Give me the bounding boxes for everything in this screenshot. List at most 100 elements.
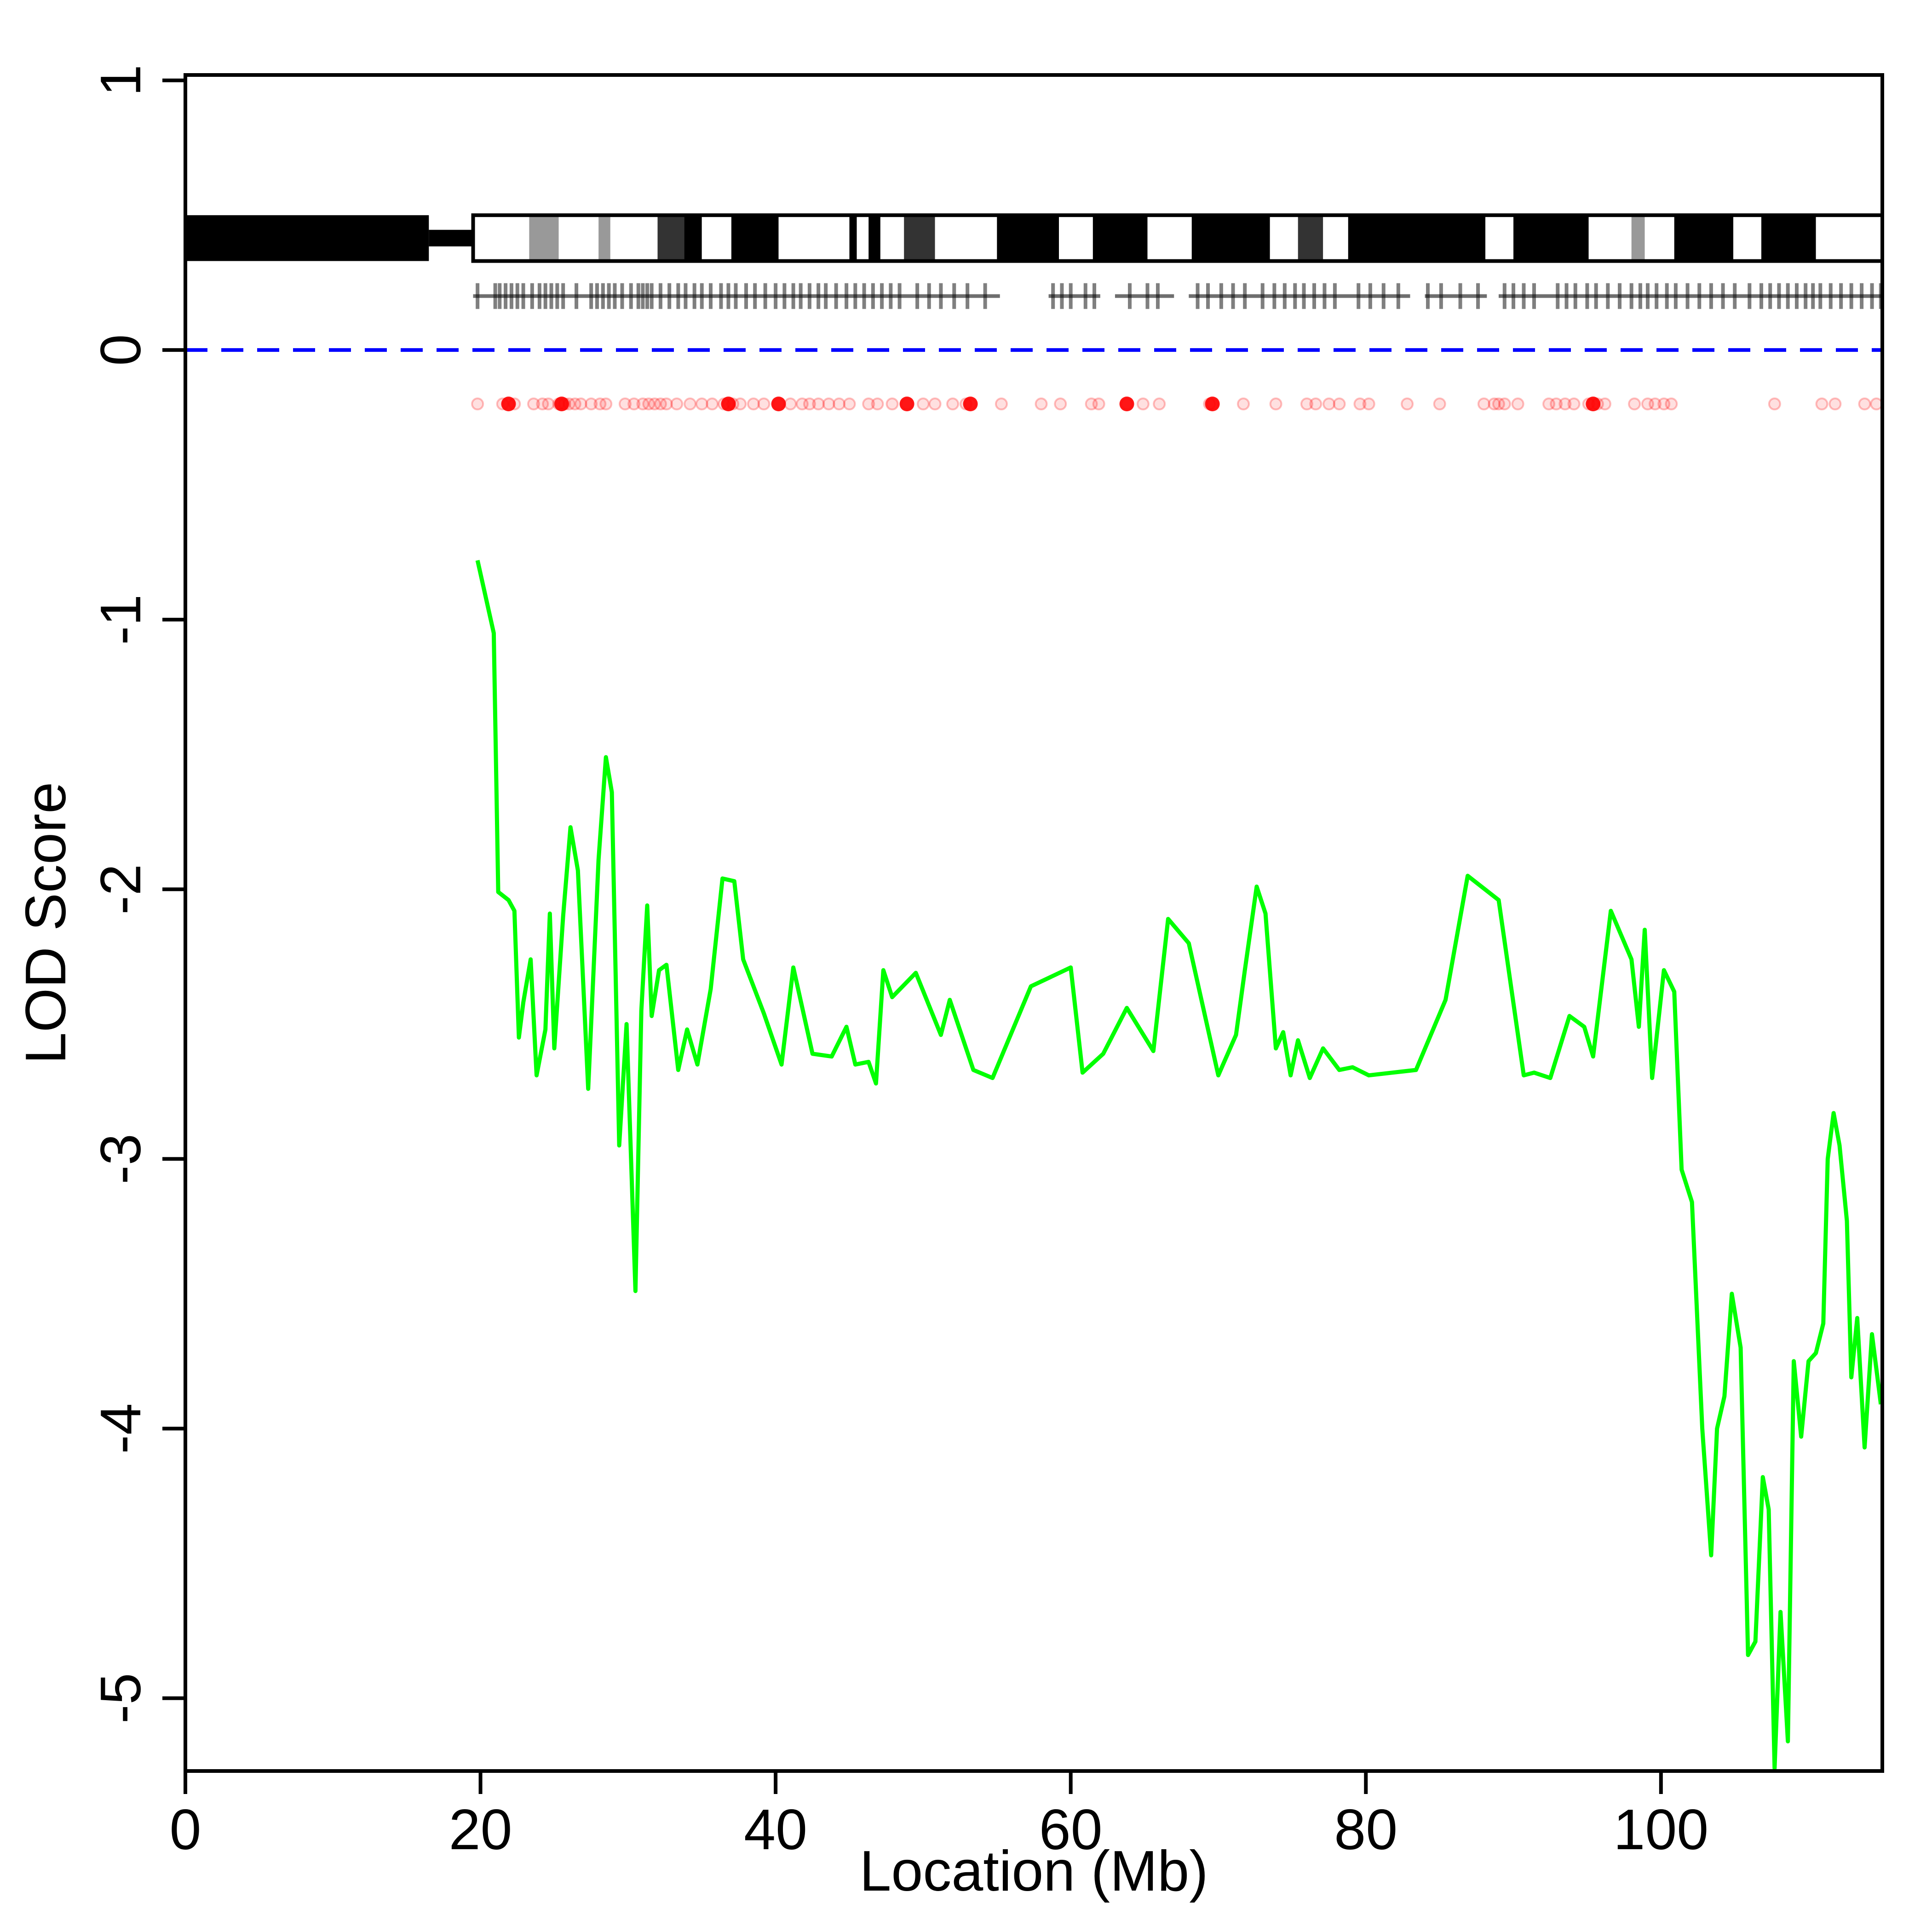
marker-point	[1300, 397, 1313, 411]
marker-point	[843, 397, 856, 411]
marker-point	[757, 397, 770, 411]
marker-point	[812, 397, 825, 411]
marker-point	[654, 397, 667, 411]
marker-point	[1269, 397, 1282, 411]
chromosome-band	[849, 215, 857, 261]
y-tick-label: 0	[89, 334, 153, 366]
marker-point-dense	[1205, 397, 1220, 412]
marker-point	[695, 397, 708, 411]
chromosome-band	[1191, 215, 1270, 261]
marker-point-dense	[963, 397, 978, 412]
marker-point	[648, 397, 661, 411]
chromosome-band	[1816, 215, 1882, 261]
y-tick-label: -1	[89, 594, 153, 645]
chromosome-band	[778, 215, 850, 261]
chromosome-band	[684, 215, 702, 261]
marker-point	[636, 397, 650, 411]
chromosome-band	[731, 215, 779, 261]
marker-track	[471, 397, 1883, 412]
chromosome-band	[904, 215, 935, 261]
marker-point	[1309, 397, 1322, 411]
chromosome-band	[610, 215, 658, 261]
marker-point	[471, 397, 484, 411]
marker-point	[928, 397, 942, 411]
marker-point	[627, 397, 641, 411]
marker-point	[862, 397, 875, 411]
marker-point	[822, 397, 835, 411]
chromosome-band	[1298, 215, 1323, 261]
marker-point	[916, 397, 930, 411]
chromosome-band	[997, 215, 1059, 261]
marker-point-dense	[501, 397, 516, 412]
y-tick-label: -2	[89, 864, 153, 914]
marker-point	[1085, 397, 1098, 411]
marker-point	[1550, 397, 1563, 411]
marker-point	[1558, 397, 1572, 411]
x-tick-label: 80	[1334, 1798, 1397, 1862]
marker-point	[642, 397, 656, 411]
marker-point	[670, 397, 684, 411]
marker-point	[1641, 397, 1654, 411]
marker-point	[1870, 397, 1883, 411]
y-axis: -5 -4 -3 -2 -1 0 1	[89, 64, 187, 1724]
marker-point	[1858, 397, 1871, 411]
marker-point	[1511, 397, 1524, 411]
marker-point	[1333, 397, 1346, 411]
marker-point	[542, 397, 555, 411]
chromosome-band	[880, 215, 904, 261]
marker-point	[1092, 397, 1105, 411]
marker-point-dense	[1119, 397, 1134, 412]
y-axis-title: LOD Score	[14, 782, 78, 1064]
marker-point	[1362, 397, 1375, 411]
marker-point	[1598, 397, 1611, 411]
chromosome-band	[1059, 215, 1093, 261]
marker-point	[1477, 397, 1490, 411]
marker-point	[803, 397, 816, 411]
chromosome-band	[1485, 215, 1514, 261]
marker-point	[660, 397, 673, 411]
chromosome-band	[1147, 215, 1192, 261]
chromosome-band	[1644, 215, 1674, 261]
marker-point	[795, 397, 809, 411]
marker-point	[618, 397, 632, 411]
chromosome-band	[1588, 215, 1632, 261]
chromosome-band	[1270, 215, 1298, 261]
marker-point	[995, 397, 1008, 411]
marker-point	[1542, 397, 1556, 411]
marker-point	[946, 397, 960, 411]
marker-point	[684, 397, 697, 411]
marker-point-dense	[554, 397, 569, 412]
marker-point	[1237, 397, 1250, 411]
y-tick-label: -4	[89, 1403, 153, 1454]
marker-point	[1768, 397, 1781, 411]
chromosome-ideogram	[185, 213, 1884, 263]
marker-point-dense	[1586, 397, 1601, 412]
x-tick-label: 100	[1613, 1798, 1708, 1862]
marker-point	[734, 397, 747, 411]
chromosome-band	[1092, 215, 1148, 261]
marker-point	[1322, 397, 1336, 411]
marker-point	[747, 397, 760, 411]
gene-track	[473, 283, 1883, 309]
marker-point	[568, 397, 581, 411]
marker-point	[1657, 397, 1671, 411]
marker-point	[1628, 397, 1641, 411]
lod-score-line	[475, 560, 1883, 1771]
marker-point	[784, 397, 797, 411]
x-tick-label: 60	[1039, 1798, 1103, 1862]
chromosome-band	[1631, 215, 1645, 261]
marker-point-dense	[899, 397, 914, 412]
x-axis-title: Location (Mb)	[859, 1840, 1208, 1903]
marker-point	[1665, 397, 1678, 411]
marker-point	[1401, 397, 1414, 411]
chromosome-band	[935, 215, 997, 261]
x-tick-label: 20	[449, 1798, 512, 1862]
marker-point	[1136, 397, 1150, 411]
marker-point	[1648, 397, 1662, 411]
x-tick-label: 40	[744, 1798, 807, 1862]
chromosome-band	[1674, 215, 1734, 261]
chromosome-band	[1733, 215, 1761, 261]
marker-point	[1353, 397, 1367, 411]
chromosome-band	[529, 215, 559, 261]
